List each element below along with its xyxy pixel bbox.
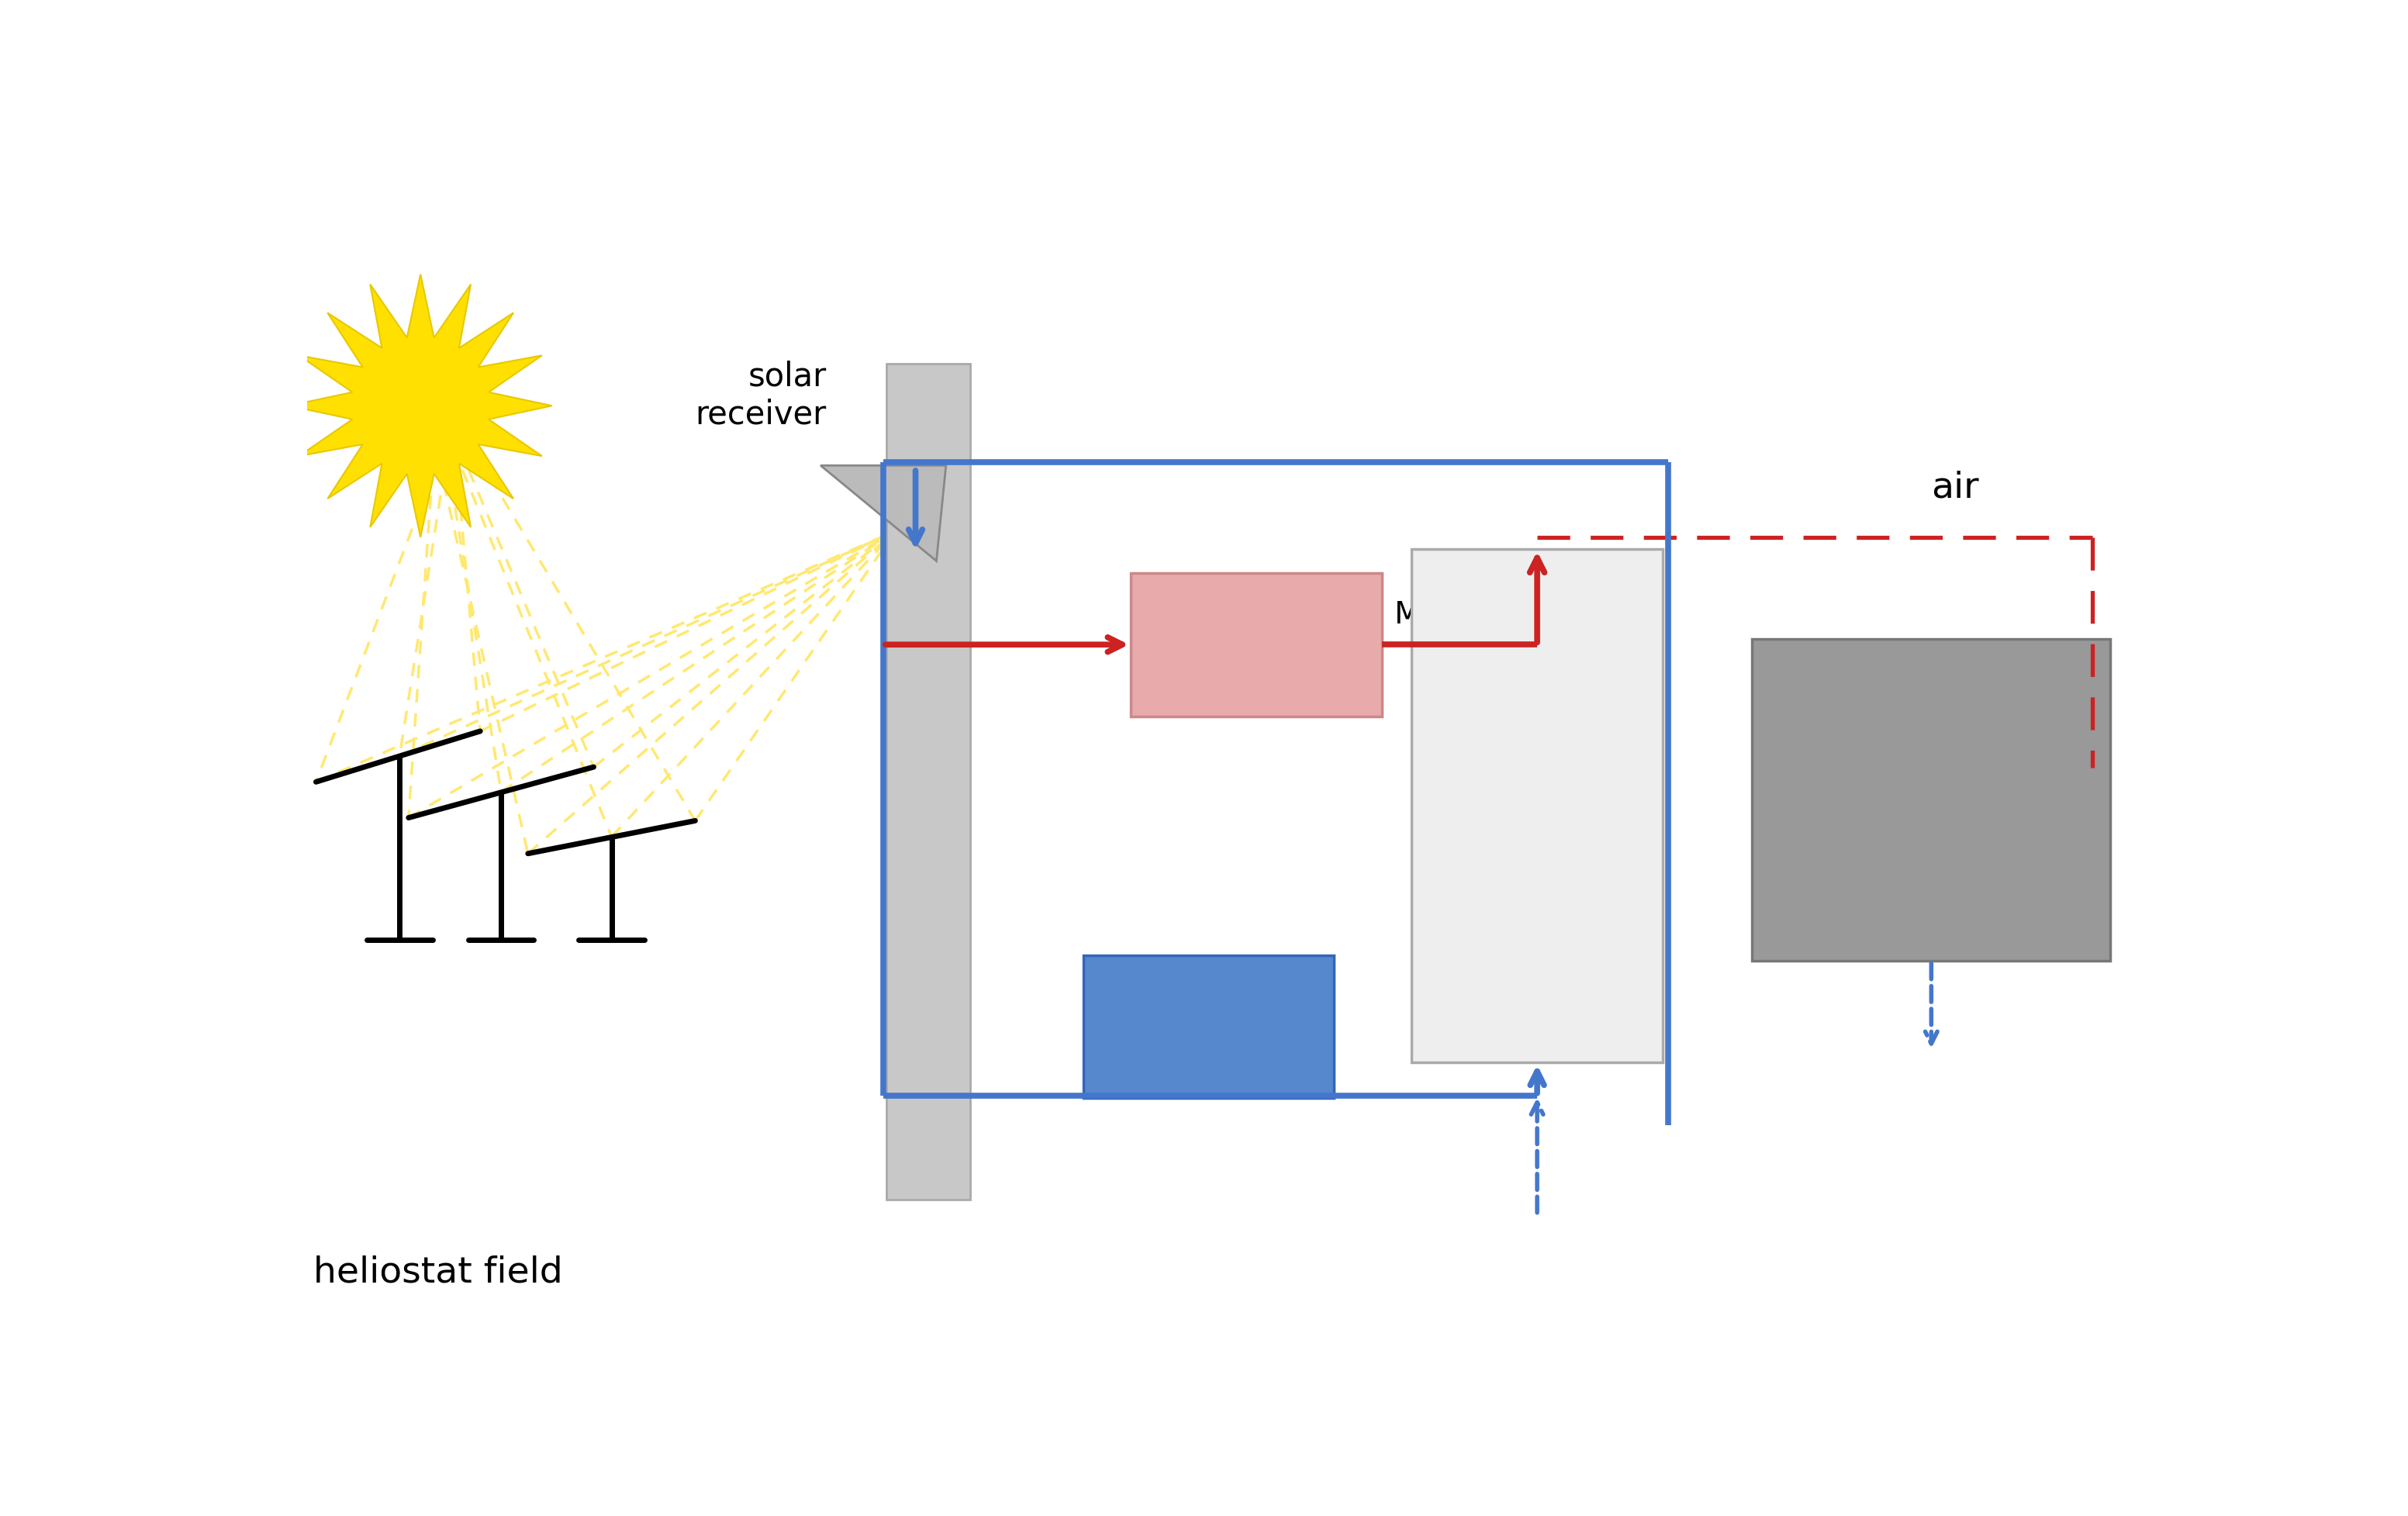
Polygon shape [821,465,946,561]
Text: storage: storage [1127,1007,1291,1048]
Text: reduced: reduced [1469,620,1560,643]
FancyBboxPatch shape [1084,955,1334,1099]
Text: solar
receiver: solar receiver [696,359,826,431]
Text: MeO: MeO [1394,600,1462,631]
Polygon shape [289,274,551,538]
FancyBboxPatch shape [1753,640,2109,961]
Text: power
generation: power generation [1813,752,2049,849]
Text: storage: storage [1175,625,1339,666]
Text: air: air [1931,470,1979,505]
Text: (oxidation): (oxidation) [1450,838,1623,870]
Text: reactor: reactor [1466,746,1606,782]
FancyBboxPatch shape [1411,549,1662,1063]
FancyBboxPatch shape [1132,573,1382,717]
Text: heliostat field: heliostat field [313,1255,563,1290]
Text: MeO$_{\mathrm{oxidized}}$: MeO$_{\mathrm{oxidized}}$ [920,703,949,855]
FancyBboxPatch shape [886,364,970,1201]
